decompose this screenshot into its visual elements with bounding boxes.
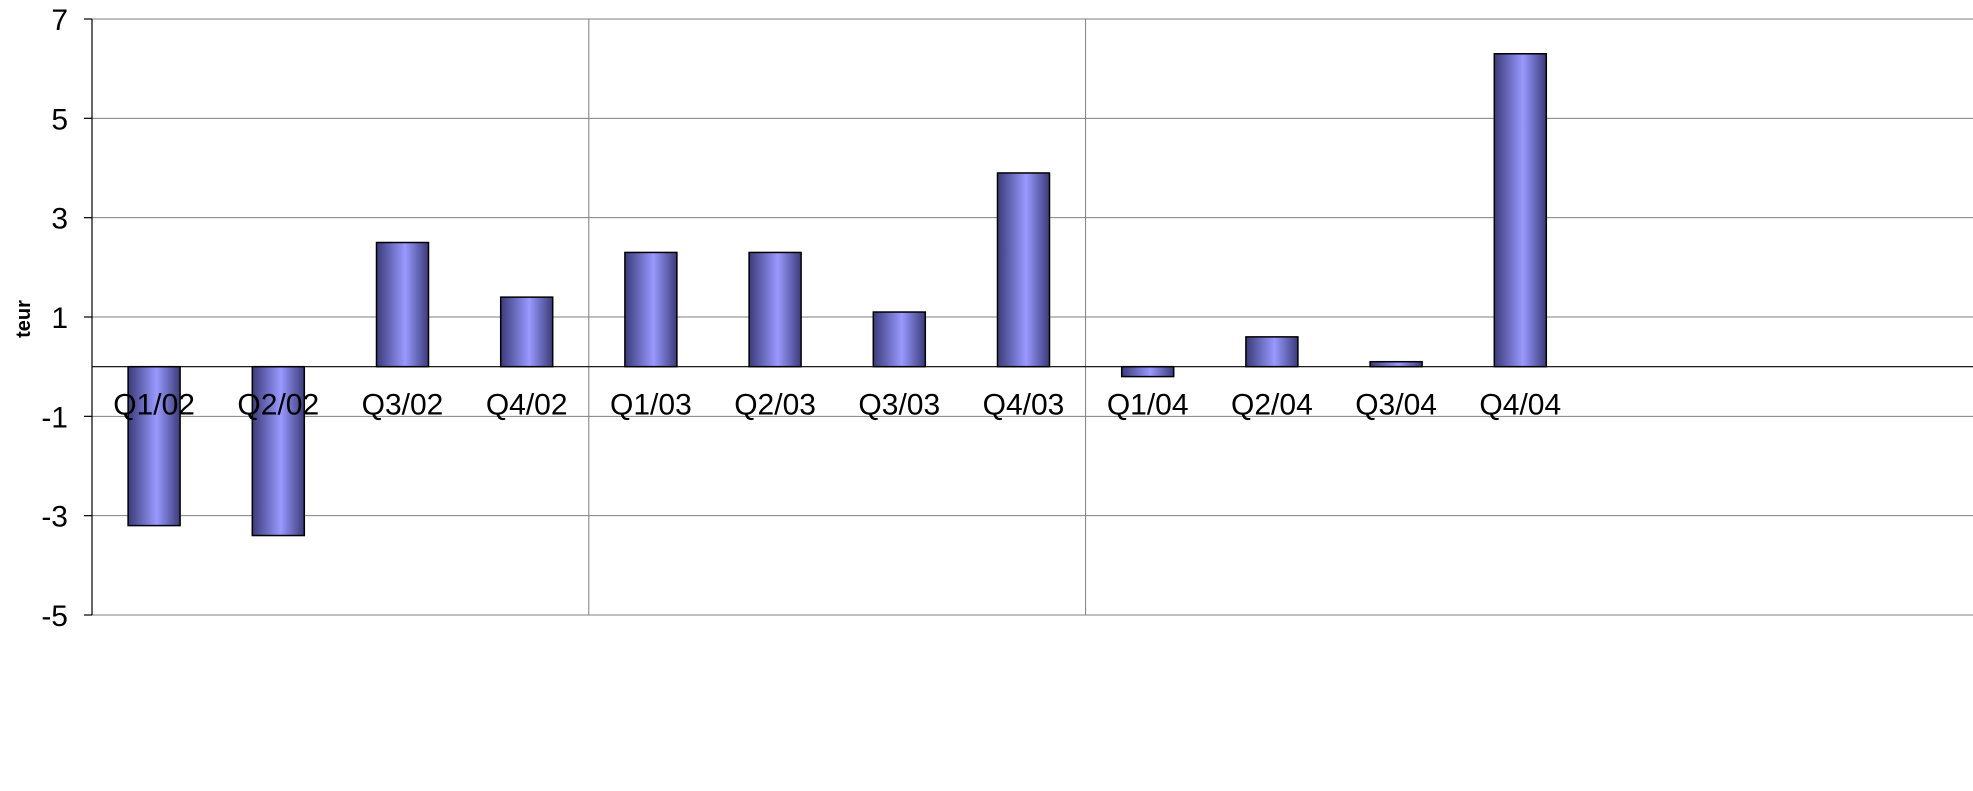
- bars: [127, 53, 1548, 537]
- bar-q2-02: [251, 365, 306, 537]
- y-tick-label: 5: [51, 103, 68, 136]
- bar-q2-04: [1245, 336, 1299, 368]
- bar-q3-03: [872, 311, 927, 368]
- bar-q3-04: [1369, 360, 1423, 368]
- bar-q4-04: [1493, 53, 1548, 368]
- y-tick-label: 1: [51, 302, 68, 335]
- y-tick-label: 3: [51, 203, 68, 236]
- bar-q2-03: [748, 251, 802, 368]
- y-tick-label: 7: [51, 4, 68, 37]
- category-label: Q4/04: [1479, 389, 1561, 422]
- category-labels: Q1/02 Q2/02 Q3/02 Q4/02 Q1/03 Q2/03 Q3/03 Q4/03…: [113, 389, 1561, 422]
- bar-q1-04: [1120, 365, 1175, 378]
- category-label: Q1/04: [1107, 389, 1189, 422]
- category-label: Q2/02: [237, 389, 319, 422]
- y-axis-title: teur: [13, 300, 35, 338]
- bar-q4-02: [499, 296, 554, 368]
- category-label: Q3/02: [362, 389, 444, 422]
- category-label: Q2/03: [734, 389, 816, 422]
- category-label: Q4/03: [983, 389, 1065, 422]
- bar-q1-03: [624, 251, 678, 368]
- y-tick-label: -1: [41, 401, 68, 434]
- category-label: Q1/02: [113, 389, 195, 422]
- category-label: Q3/03: [858, 389, 940, 422]
- y-tick-labels: 7 5 3 1 -1 -3 -5: [41, 4, 68, 633]
- bar-q4-03: [996, 172, 1051, 368]
- bar-q1-02: [127, 365, 181, 527]
- category-label: Q4/02: [486, 389, 568, 422]
- bar-q3-02: [375, 241, 430, 368]
- axes: [84, 18, 1973, 616]
- y-tick-label: -3: [41, 501, 68, 534]
- y-tick-label: -5: [41, 600, 68, 633]
- category-label: Q2/04: [1231, 389, 1313, 422]
- category-label: Q3/04: [1355, 389, 1437, 422]
- category-label: Q1/03: [610, 389, 692, 422]
